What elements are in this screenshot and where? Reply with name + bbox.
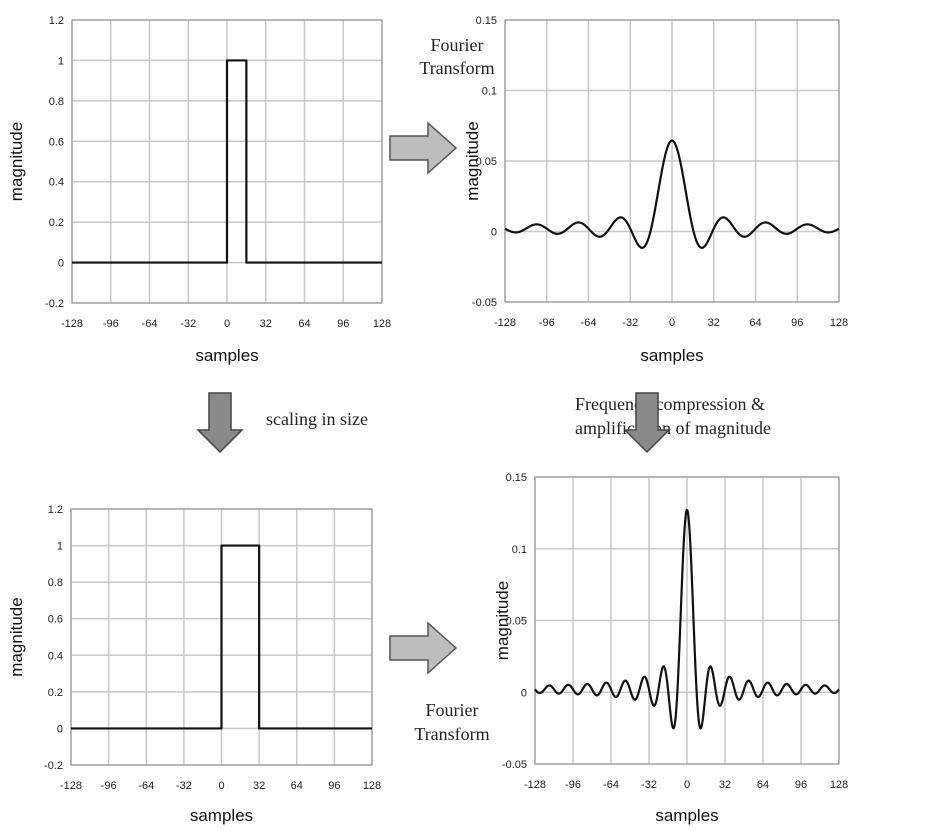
x-tick-label: 128 xyxy=(830,779,848,791)
x-tick-label: 128 xyxy=(830,317,848,329)
y-tick-label: 0 xyxy=(57,723,63,735)
x-tick-label: -128 xyxy=(61,318,83,330)
x-tick-label: -32 xyxy=(180,318,196,330)
y-tick-label: 0.2 xyxy=(48,687,63,699)
y-axis-label: magnitude xyxy=(7,122,26,201)
x-tick-label: -96 xyxy=(539,317,555,329)
x-tick-label: 96 xyxy=(337,318,349,330)
y-tick-label: 0.15 xyxy=(476,15,497,27)
series-line xyxy=(534,508,840,730)
scaling-label: scaling in size xyxy=(266,409,368,429)
chart-fft-wide: -128 -96 -64 -32 0 32 64 96 128 -0.05 0 0.05 0.1 0.15… xyxy=(493,472,848,825)
right-arrow-icon xyxy=(389,621,458,675)
y-tick-label: 0.05 xyxy=(506,616,527,628)
x-tick-label: -128 xyxy=(494,317,516,329)
x-tick-label: 0 xyxy=(224,318,230,330)
x-tick-label: 0 xyxy=(669,317,675,329)
right-arrow-icon xyxy=(389,121,458,175)
y-tick-label: -0.05 xyxy=(472,297,497,309)
series-line xyxy=(72,59,382,264)
x-tick-label: -128 xyxy=(524,779,546,791)
x-tick-label: -96 xyxy=(103,318,119,330)
series-line xyxy=(504,139,840,249)
x-tick-label: -64 xyxy=(603,779,619,791)
y-tick-label: 0.1 xyxy=(482,86,497,98)
y-tick-label: -0.05 xyxy=(502,759,527,771)
y-tick-label: 1.2 xyxy=(48,504,63,516)
down-arrow-icon xyxy=(623,392,671,454)
x-tick-label: 32 xyxy=(260,318,272,330)
x-tick-label: -96 xyxy=(101,780,117,792)
chart-fft-narrow: -128 -96 -64 -32 0 32 64 96 128 -0.05 0 0.05 0.1 0.15… xyxy=(463,15,848,365)
x-tick-label: 128 xyxy=(373,318,391,330)
down-arrow-icon xyxy=(196,392,244,454)
y-tick-label: 0.8 xyxy=(48,577,63,589)
plot-frame xyxy=(504,19,840,303)
y-tick-label: 0.15 xyxy=(506,472,527,484)
series-line xyxy=(71,544,372,730)
y-tick-label: -0.2 xyxy=(45,298,64,310)
fourier-transform-label-bottom: Transform xyxy=(414,724,489,744)
y-tick-label: 0 xyxy=(58,258,64,270)
y-tick-label: 0 xyxy=(491,227,497,239)
x-tick-label: 128 xyxy=(363,780,381,792)
y-axis-label: magnitude xyxy=(463,121,482,200)
x-tick-label: 32 xyxy=(719,779,731,791)
y-tick-label: 0.6 xyxy=(49,136,64,148)
x-axis-label: samples xyxy=(190,806,253,825)
x-axis-label: samples xyxy=(655,806,718,825)
x-tick-label: -64 xyxy=(581,317,597,329)
x-tick-label: -128 xyxy=(60,780,82,792)
x-axis-label: samples xyxy=(640,346,703,365)
x-tick-label: -64 xyxy=(138,780,154,792)
y-axis-label: magnitude xyxy=(493,581,512,660)
y-axis-label: magnitude xyxy=(7,597,26,676)
y-tick-label: 0.05 xyxy=(476,156,497,168)
y-tick-label: 0.6 xyxy=(48,614,63,626)
x-axis-label: samples xyxy=(195,346,258,365)
y-tick-label: 0.4 xyxy=(49,177,64,189)
x-tick-label: -32 xyxy=(176,780,192,792)
plot-frame xyxy=(71,19,383,304)
y-tick-label: -0.2 xyxy=(44,760,63,772)
y-tick-label: 0.4 xyxy=(48,650,63,662)
frequency-compression-label: Frequency compression & xyxy=(575,394,765,414)
x-tick-label: 64 xyxy=(749,317,761,329)
x-tick-label: 64 xyxy=(298,318,310,330)
plot-frame xyxy=(534,476,840,765)
x-tick-label: 96 xyxy=(791,317,803,329)
y-tick-label: 1 xyxy=(57,541,63,553)
x-tick-label: -96 xyxy=(565,779,581,791)
chart-rect-wide: -128 -96 -64 -32 0 32 64 96 128 -0.2 0 0.2 0.4 0.6 0.8… xyxy=(7,504,381,825)
y-tick-label: 1.2 xyxy=(49,15,64,27)
x-tick-label: 0 xyxy=(684,779,690,791)
frequency-compression-label: amplification of magnitude xyxy=(575,418,771,438)
x-tick-label: -64 xyxy=(142,318,158,330)
y-tick-label: 0.8 xyxy=(49,96,64,108)
plot-frame xyxy=(70,508,373,766)
y-tick-label: 1 xyxy=(58,55,64,67)
x-tick-label: 96 xyxy=(328,780,340,792)
y-tick-label: 0 xyxy=(521,687,527,699)
x-tick-label: 64 xyxy=(291,780,303,792)
chart-rect-narrow: -128 -96 -64 -32 0 32 64 96 128 -0.2 0 0.2 0.4 0.6 0.8… xyxy=(7,15,391,365)
x-tick-label: 64 xyxy=(757,779,769,791)
fourier-transform-label-top: Fourier xyxy=(431,35,484,55)
x-tick-label: 32 xyxy=(253,780,265,792)
x-tick-label: -32 xyxy=(622,317,638,329)
y-tick-label: 0.2 xyxy=(49,217,64,229)
x-tick-label: 32 xyxy=(708,317,720,329)
fourier-transform-label-top: Transform xyxy=(419,58,494,78)
fourier-transform-label-bottom: Fourier xyxy=(426,700,479,720)
y-tick-label: 0.1 xyxy=(512,544,527,556)
x-tick-label: 96 xyxy=(795,779,807,791)
x-tick-label: 0 xyxy=(218,780,224,792)
x-tick-label: -32 xyxy=(641,779,657,791)
